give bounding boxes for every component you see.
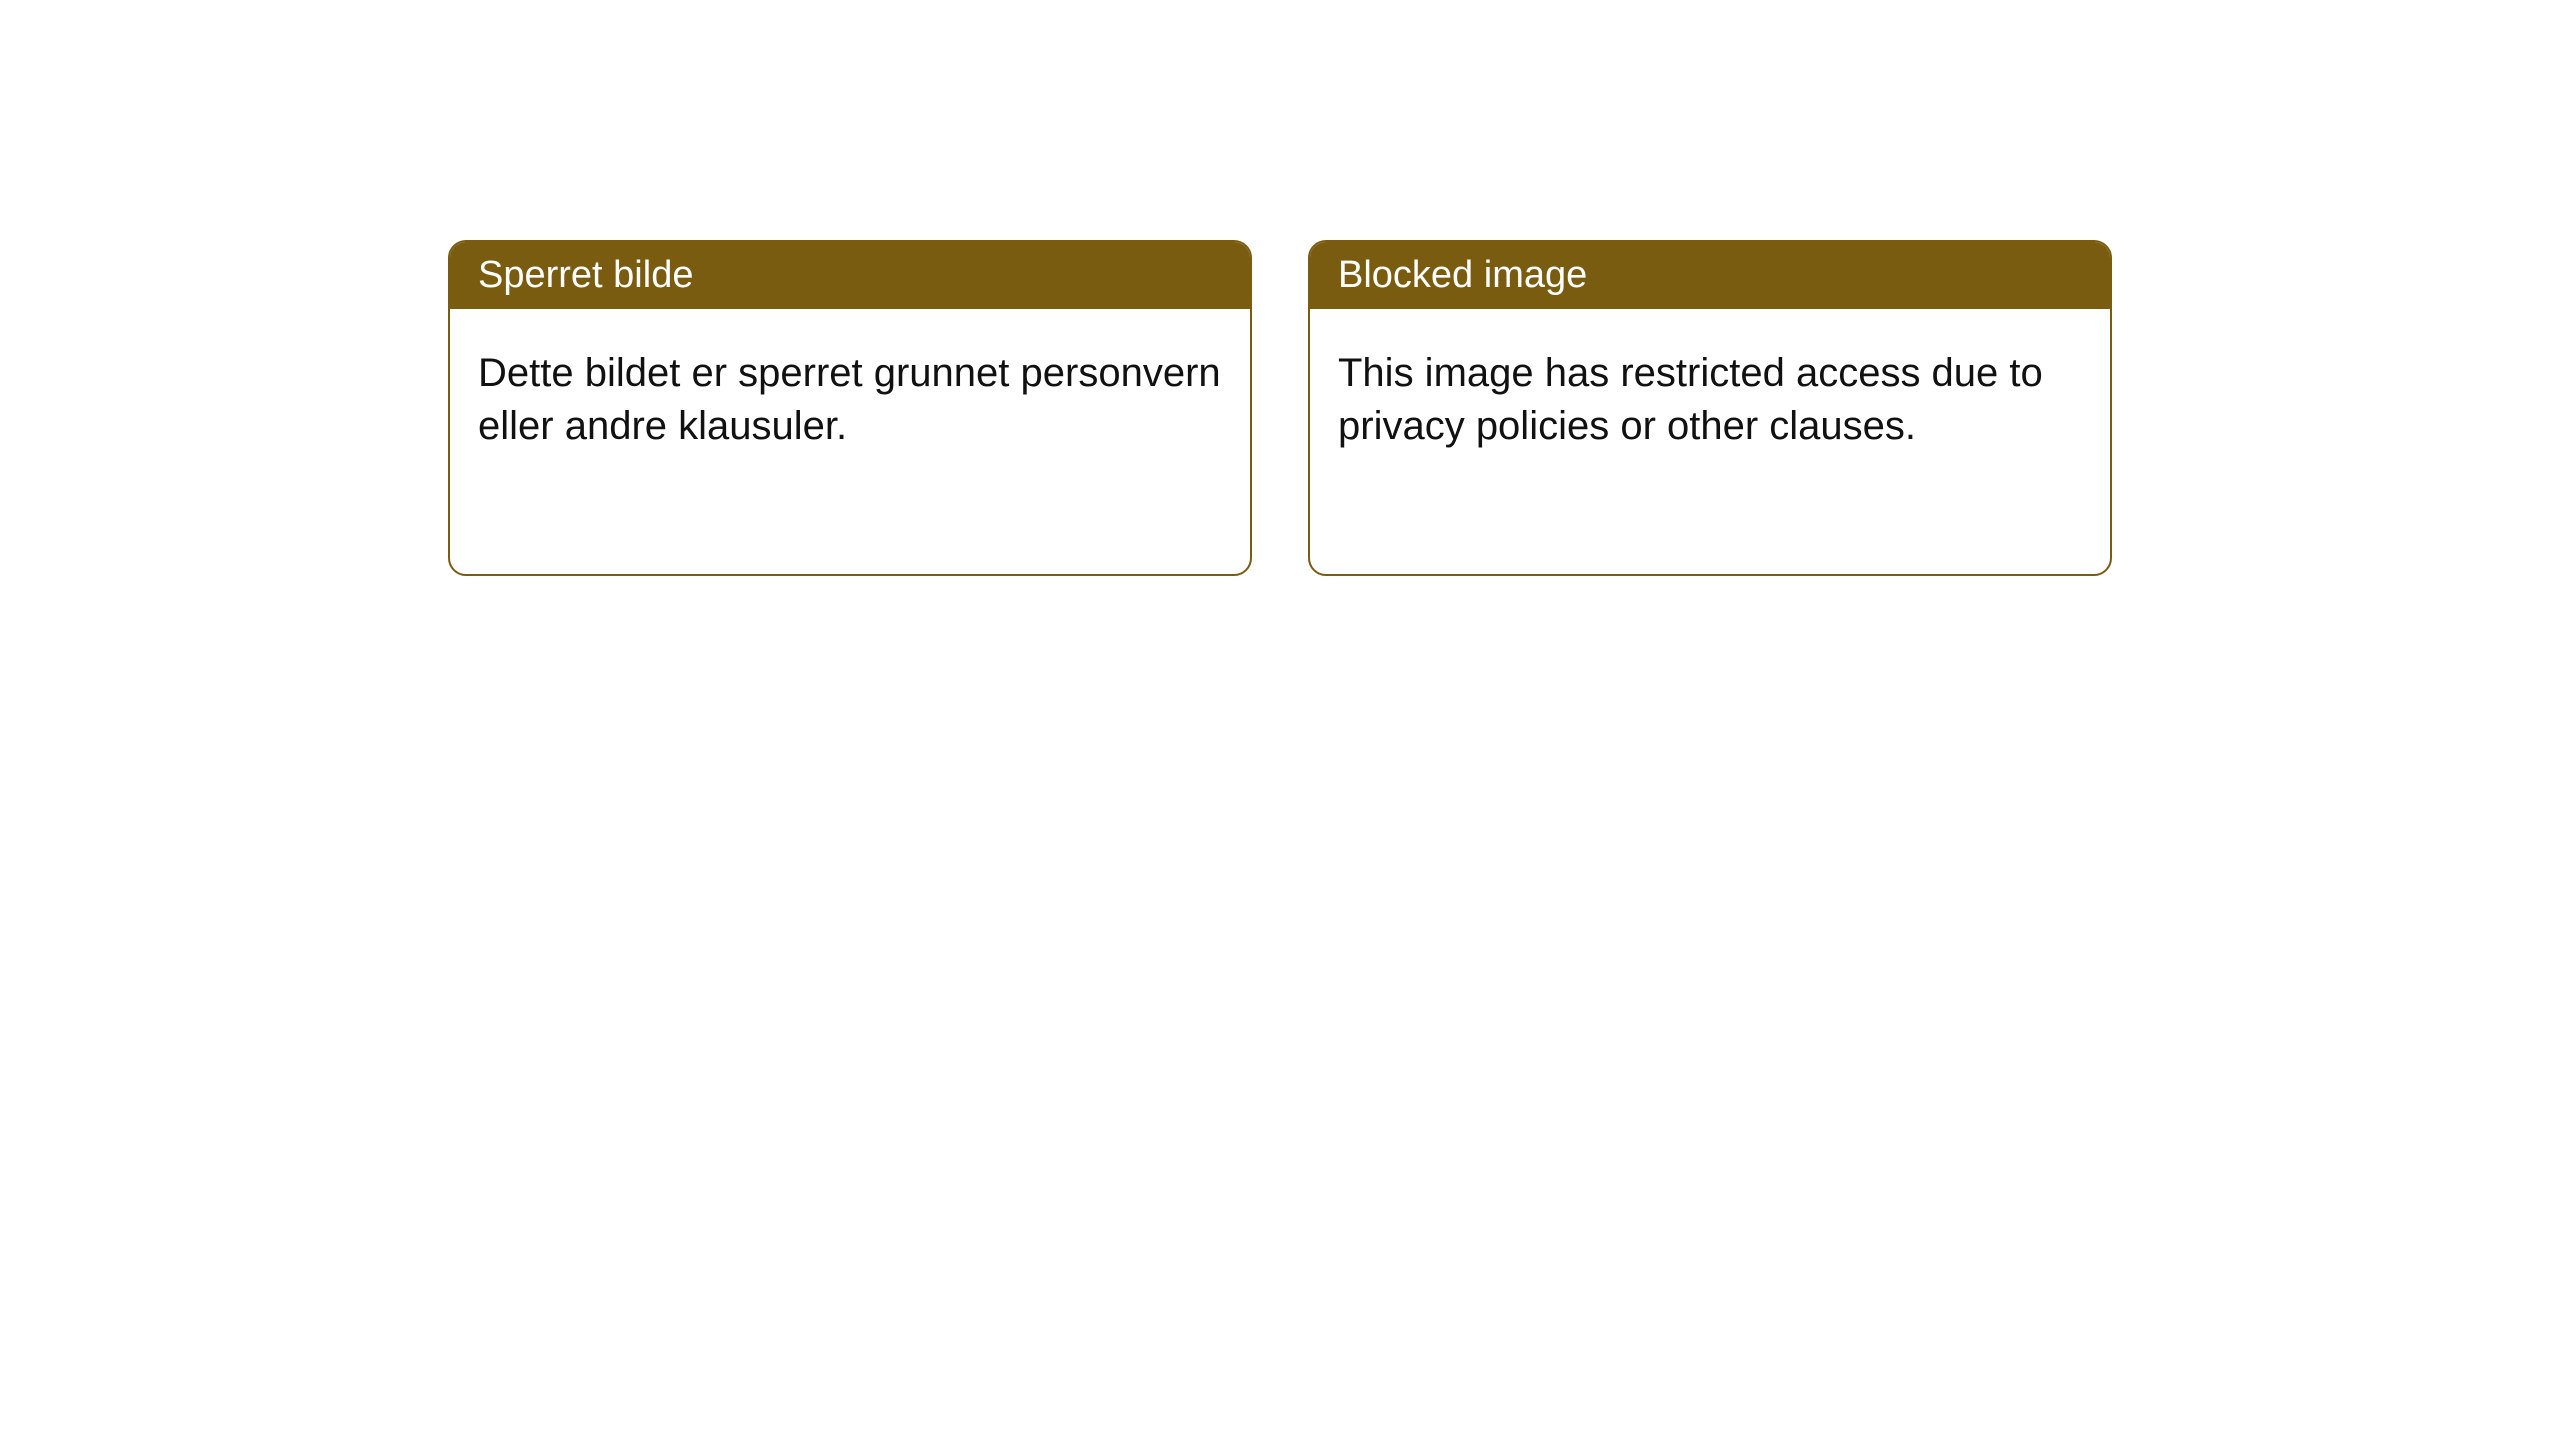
notice-body-english: This image has restricted access due to … xyxy=(1310,309,2110,491)
notice-title-norwegian: Sperret bilde xyxy=(450,242,1250,309)
notice-card-norwegian: Sperret bilde Dette bildet er sperret gr… xyxy=(448,240,1252,576)
notice-container: Sperret bilde Dette bildet er sperret gr… xyxy=(0,0,2560,576)
notice-card-english: Blocked image This image has restricted … xyxy=(1308,240,2112,576)
notice-body-norwegian: Dette bildet er sperret grunnet personve… xyxy=(450,309,1250,491)
notice-title-english: Blocked image xyxy=(1310,242,2110,309)
